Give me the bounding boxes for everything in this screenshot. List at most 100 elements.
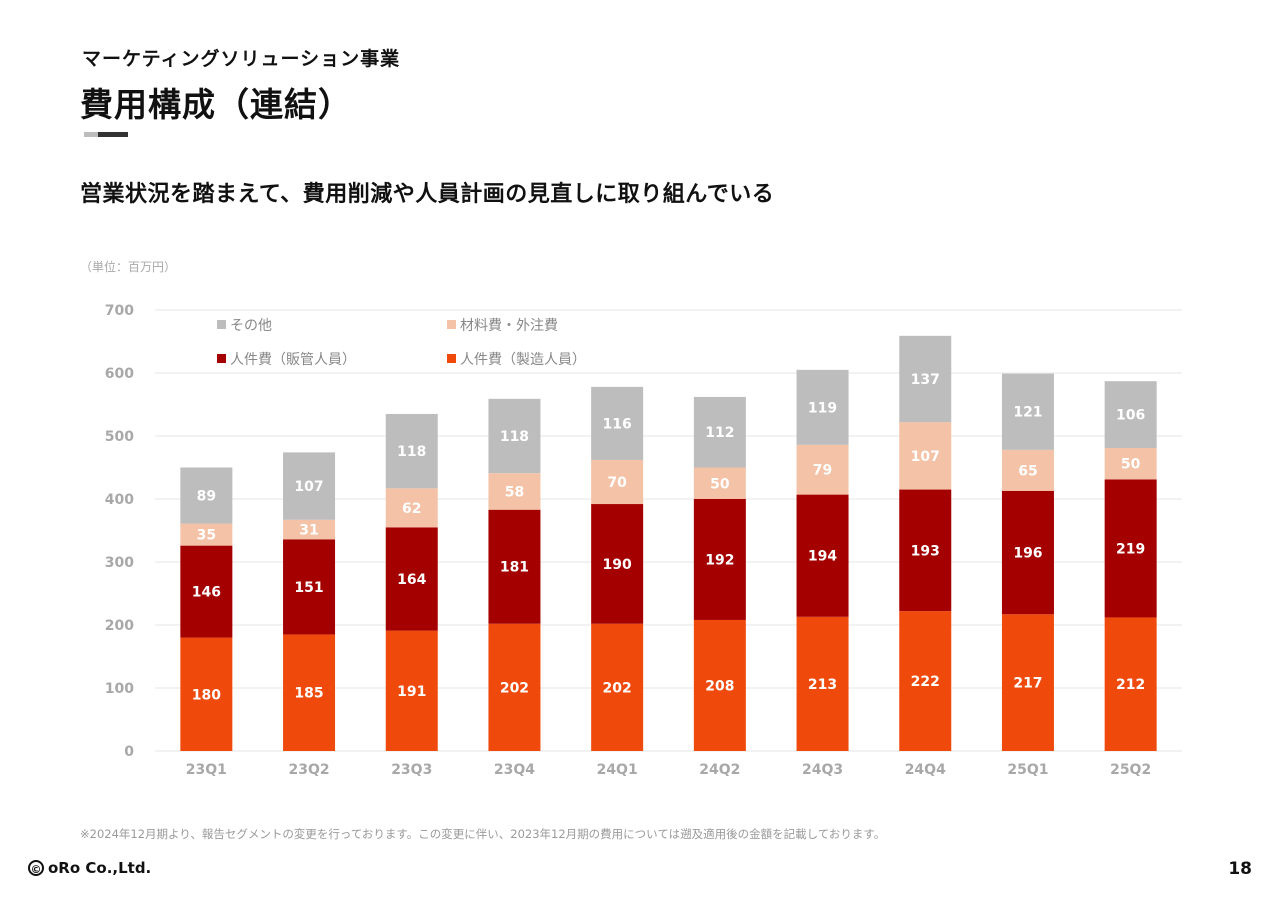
bar-segment [385,413,438,489]
data-label: 70 [607,475,627,491]
data-label: 185 [294,686,323,702]
bar-segment [796,616,849,751]
data-label: 217 [1013,676,1042,692]
data-label: 222 [911,674,940,690]
data-label: 191 [397,684,426,700]
data-label: 58 [505,484,524,500]
x-tick-label: 24Q2 [699,762,740,778]
bar-segment [283,452,336,520]
x-tick-label: 24Q3 [802,762,843,778]
bar-segment [1001,449,1054,491]
data-label: 164 [397,572,426,588]
data-label: 121 [1013,405,1042,421]
bar-segment [385,488,438,528]
x-tick-label: 23Q2 [288,762,329,778]
x-tick-label: 25Q1 [1007,762,1048,778]
legend-label: 人件費（販管人員） [230,352,356,368]
data-label: 137 [911,372,940,388]
y-tick-label: 400 [105,492,134,508]
data-label: 212 [1116,677,1145,693]
bar-segment [591,459,644,505]
data-label: 196 [1013,546,1042,562]
data-label: 107 [294,479,323,495]
bar-segment [591,623,644,751]
company-logo: © oRo Co.,Ltd. [28,859,151,877]
data-label: 79 [813,463,832,479]
data-label: 50 [710,476,730,492]
data-label: 118 [500,429,529,445]
data-label: 50 [1121,457,1141,473]
bar-segment [591,386,644,460]
x-tick-label: 24Q1 [597,762,638,778]
data-label: 192 [705,552,734,568]
bar-segment [180,523,233,546]
data-label: 208 [705,678,734,694]
y-tick-label: 600 [105,366,134,382]
data-label: 107 [911,449,940,465]
bar-segment [385,630,438,751]
bar-segment [796,369,849,445]
data-label: 202 [500,680,529,696]
bar-segment [1104,479,1157,618]
bar-segment [899,335,952,423]
data-label: 181 [500,560,529,576]
data-label: 106 [1116,408,1145,424]
bar-segment [488,623,541,751]
y-tick-label: 300 [105,555,134,571]
data-label: 151 [294,580,323,596]
legend-label: その他 [230,318,272,334]
data-label: 194 [808,549,837,565]
x-tick-label: 23Q3 [391,762,432,778]
y-tick-label: 500 [105,429,134,445]
bar-segment [385,527,438,631]
bar-segment [488,473,541,510]
legend-swatch [217,320,226,329]
bar-segment [488,398,541,474]
copyright-icon: © [28,860,44,876]
bar-segment [488,509,541,624]
page-number: 18 [1228,859,1252,879]
data-label: 180 [192,687,221,703]
bar-segment [591,504,644,624]
section-label: マーケティングソリューション事業 [82,48,401,70]
title-underline-dark [98,132,128,137]
logo-text: oRo Co.,Ltd. [48,859,152,877]
bar-segment [1001,373,1054,450]
data-label: 65 [1018,463,1037,479]
data-label: 193 [911,543,940,559]
data-label: 219 [1116,541,1145,557]
y-tick-label: 0 [124,744,134,760]
legend-label: 材料費・外注費 [460,318,558,334]
bar-segment [899,611,952,751]
data-label: 35 [197,528,216,544]
bar-segment [180,637,233,751]
stacked-bar-chart: 0 100 200 300 400 500 600 700 180 146 35 89 23Q1 185 1… [105,303,1182,778]
headline: 営業状況を踏まえて、費用削減や人員計画の見直しに取り組んでいる [80,182,775,207]
bar-segment [180,545,233,638]
bar-segment [693,467,746,499]
bar-segment [1001,490,1054,615]
y-tick-label: 100 [105,681,134,697]
bar-segment [1104,447,1157,480]
bar-segment [899,489,952,612]
data-label: 118 [397,444,426,460]
bar-segment [1001,614,1054,751]
bar-segment [796,444,849,495]
x-tick-label: 24Q4 [905,762,946,778]
data-label: 202 [603,680,632,696]
footnote: ※2024年12月期より、報告セグメントの変更を行っております。この変更に伴い、… [80,827,886,841]
legend-swatch [447,320,456,329]
bar-segment [180,467,233,524]
legend-swatch [217,354,226,363]
bar-segment [693,396,746,468]
y-tick-label: 200 [105,618,134,634]
bar-segment [283,519,336,540]
bar-segment [693,499,746,620]
data-label: 62 [402,501,421,517]
bar-segment [283,539,336,635]
data-label: 116 [603,416,632,432]
data-label: 112 [705,425,734,441]
bar-segment [796,494,849,617]
data-label: 190 [603,557,632,573]
legend-swatch [447,354,456,363]
